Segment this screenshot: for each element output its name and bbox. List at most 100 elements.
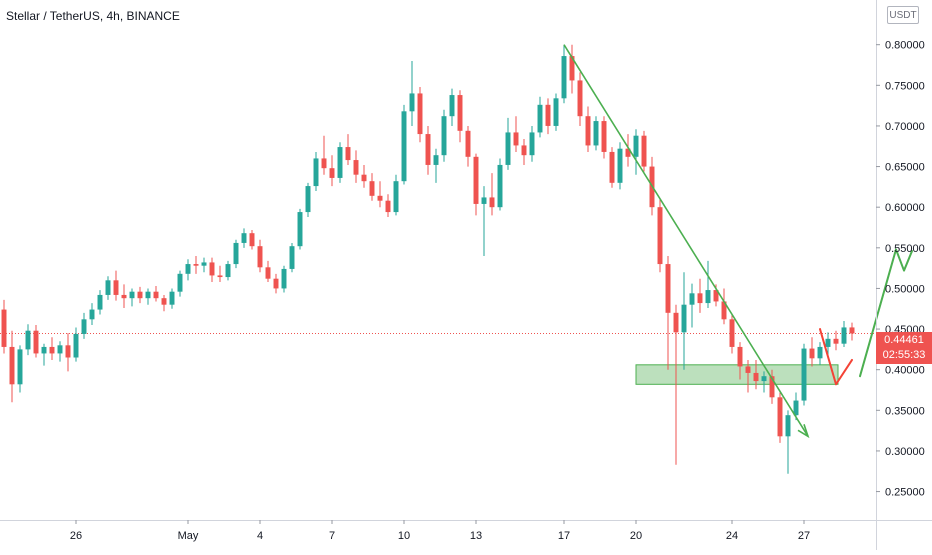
- price-tick-label: 0.30000: [885, 446, 925, 458]
- currency-button[interactable]: USDT: [887, 6, 919, 24]
- candle: [65, 333, 71, 372]
- price-tick-label: 0.40000: [885, 365, 925, 377]
- candle-body: [465, 130, 471, 157]
- last-price-value: 0.44461: [884, 334, 924, 346]
- candle: [337, 142, 343, 183]
- candle-body: [281, 268, 287, 289]
- candle-body: [313, 158, 319, 187]
- candle-body: [585, 116, 591, 146]
- candle: [785, 410, 791, 474]
- candle-body: [817, 346, 823, 359]
- candle-body: [849, 327, 855, 334]
- candle-body: [433, 155, 439, 165]
- candle-body: [745, 366, 751, 373]
- candle: [353, 150, 359, 183]
- candle: [89, 303, 95, 325]
- candle-body: [505, 132, 511, 165]
- candle: [345, 134, 351, 165]
- candle: [489, 173, 495, 216]
- candle-body: [513, 132, 519, 146]
- candle-body: [825, 338, 831, 347]
- candle: [377, 181, 383, 208]
- annotation-layer-front: [563, 44, 913, 439]
- candle: [401, 104, 407, 185]
- price-tick-label: 0.35000: [885, 405, 925, 417]
- candle: [457, 90, 463, 143]
- projection-down-arrow: [819, 328, 853, 386]
- candle-body: [681, 304, 687, 333]
- time-tick-label: 20: [630, 530, 642, 542]
- candle-body: [441, 116, 447, 156]
- candle: [553, 93, 559, 131]
- time-tick-label: 10: [398, 530, 410, 542]
- candle: [113, 270, 119, 301]
- candle: [473, 153, 479, 216]
- candle-body: [625, 148, 631, 157]
- candle-body: [425, 134, 431, 165]
- candle: [609, 147, 615, 188]
- candle-body: [521, 145, 527, 156]
- candle-body: [753, 372, 759, 382]
- candle: [745, 359, 751, 393]
- candle: [273, 273, 279, 294]
- candle: [585, 106, 591, 152]
- candle-body: [729, 319, 735, 347]
- candle: [433, 148, 439, 183]
- candle: [617, 142, 623, 190]
- candle: [9, 330, 15, 403]
- candle: [313, 151, 319, 191]
- candle: [369, 173, 375, 201]
- candle-body: [153, 291, 159, 299]
- candle-body: [57, 345, 63, 354]
- candle-body: [193, 264, 199, 266]
- candle-body: [609, 151, 615, 183]
- price-tick-label: 0.70000: [885, 121, 925, 133]
- candle-body: [737, 346, 743, 367]
- candle: [753, 359, 759, 390]
- bar-countdown: 02:55:33: [882, 349, 926, 361]
- candle-body: [361, 174, 367, 182]
- candle-body: [641, 135, 647, 167]
- candle-body: [169, 291, 175, 305]
- candle: [137, 286, 143, 304]
- symbol-title[interactable]: Stellar / TetherUS, 4h, BINANCE: [6, 9, 180, 23]
- candle-body: [297, 212, 303, 247]
- candle-body: [377, 195, 383, 201]
- candle-body: [601, 121, 607, 152]
- candle: [257, 239, 263, 273]
- candle-body: [553, 98, 559, 126]
- candle: [73, 327, 79, 362]
- projection-up-arrow: [859, 248, 913, 378]
- candle: [769, 369, 775, 404]
- candle-body: [9, 346, 15, 385]
- candle: [289, 242, 295, 273]
- candle: [409, 60, 415, 126]
- candle-body: [657, 207, 663, 265]
- candle-body: [673, 312, 679, 333]
- candle: [809, 337, 815, 367]
- candle-body: [145, 291, 151, 299]
- candle-body: [137, 291, 143, 299]
- trendline-arrowhead: [797, 424, 810, 439]
- candle: [105, 276, 111, 300]
- time-tick-label: 13: [470, 530, 482, 542]
- candle-body: [569, 56, 575, 81]
- candle: [441, 109, 447, 162]
- candle: [817, 342, 823, 365]
- candle: [833, 330, 839, 351]
- candle: [1, 299, 7, 354]
- candles-layer: [1, 44, 855, 474]
- price-tick-label: 0.55000: [885, 243, 925, 255]
- candle-body: [633, 135, 639, 157]
- candle-body: [345, 147, 351, 161]
- candle-body: [33, 330, 39, 354]
- candle: [465, 125, 471, 167]
- candle: [561, 44, 567, 104]
- candle: [665, 255, 671, 370]
- candle: [97, 290, 103, 315]
- candle-body: [185, 264, 191, 274]
- candle: [801, 343, 807, 406]
- candle: [761, 371, 767, 393]
